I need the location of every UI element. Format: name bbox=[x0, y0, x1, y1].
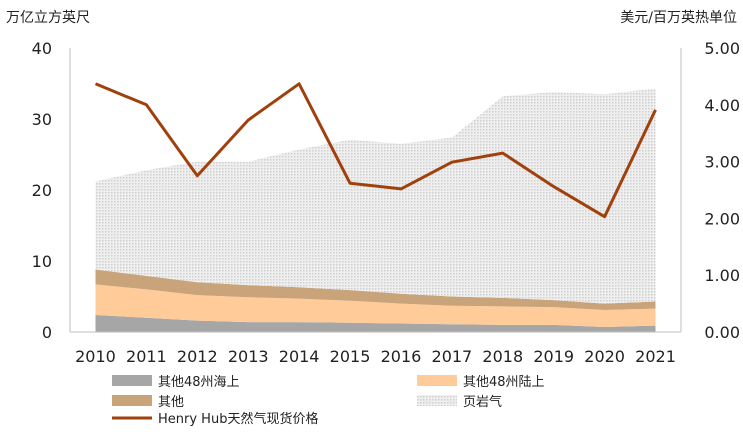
right-tick-label: 3.00 bbox=[704, 153, 740, 172]
legend-item-offshore: 其他48州海上 bbox=[112, 375, 240, 390]
x-tick-label: 2010 bbox=[75, 347, 116, 366]
x-tick-label: 2017 bbox=[432, 347, 473, 366]
x-tick-label: 2011 bbox=[126, 347, 167, 366]
x-axis-ticks: 2010 2011 2012 2013 2014 2015 2016 2017 2018 2019… bbox=[75, 347, 676, 366]
area-series-1 bbox=[95, 284, 656, 327]
legend-swatch-other bbox=[112, 395, 152, 406]
x-tick-label: 2015 bbox=[330, 347, 371, 366]
legend-label-henry-hub: Henry Hub天然气现货价格 bbox=[158, 411, 318, 427]
left-axis-title: 万亿立方英尺 bbox=[6, 9, 90, 26]
left-tick-label: 30 bbox=[32, 110, 52, 129]
area-layers bbox=[95, 88, 656, 332]
legend-label-offshore: 其他48州海上 bbox=[158, 375, 240, 390]
left-tick-label: 10 bbox=[32, 252, 52, 271]
x-tick-label: 2012 bbox=[177, 347, 218, 366]
left-tick-label: 20 bbox=[32, 181, 52, 200]
left-tick-label: 0 bbox=[42, 323, 52, 342]
right-tick-label: 2.00 bbox=[704, 209, 740, 228]
left-tick-label: 40 bbox=[32, 39, 52, 58]
x-tick-label: 2021 bbox=[635, 347, 676, 366]
right-tick-label: 0.00 bbox=[704, 323, 740, 342]
x-tick-label: 2019 bbox=[533, 347, 574, 366]
right-tick-label: 4.00 bbox=[704, 96, 740, 115]
legend-swatch-offshore bbox=[112, 375, 152, 386]
legend: 其他48州海上 其他48州陆上 其他 页岩气 Henry Hub天然气现货价格 bbox=[112, 374, 545, 427]
legend-swatch-onshore bbox=[417, 375, 457, 386]
area-series-2 bbox=[95, 269, 656, 310]
legend-item-shale: 页岩气 bbox=[417, 394, 502, 410]
x-tick-label: 2016 bbox=[381, 347, 422, 366]
x-tick-label: 2014 bbox=[279, 347, 320, 366]
legend-swatch-shale bbox=[417, 395, 457, 406]
left-axis-ticks: 0 10 20 30 40 bbox=[32, 39, 52, 342]
henry-hub-line bbox=[94, 82, 657, 219]
right-axis-ticks: 0.00 1.00 2.00 3.00 4.00 5.00 bbox=[704, 39, 740, 342]
legend-item-onshore: 其他48州陆上 bbox=[417, 374, 545, 390]
right-axis-title: 美元/百万英热单位 bbox=[620, 9, 737, 26]
legend-label-shale: 页岩气 bbox=[463, 394, 502, 410]
right-tick-label: 1.00 bbox=[704, 266, 740, 285]
line-layer bbox=[94, 82, 657, 219]
right-tick-label: 5.00 bbox=[704, 39, 740, 58]
area-series-0 bbox=[95, 315, 656, 332]
legend-item-henry-hub: Henry Hub天然气现货价格 bbox=[112, 411, 318, 427]
legend-label-other: 其他 bbox=[158, 395, 184, 410]
x-tick-label: 2020 bbox=[584, 347, 625, 366]
legend-item-other: 其他 bbox=[112, 395, 184, 410]
legend-label-onshore: 其他48州陆上 bbox=[463, 374, 545, 390]
x-tick-label: 2013 bbox=[228, 347, 269, 366]
x-tick-label: 2018 bbox=[482, 347, 523, 366]
area-series-3 bbox=[95, 88, 656, 304]
